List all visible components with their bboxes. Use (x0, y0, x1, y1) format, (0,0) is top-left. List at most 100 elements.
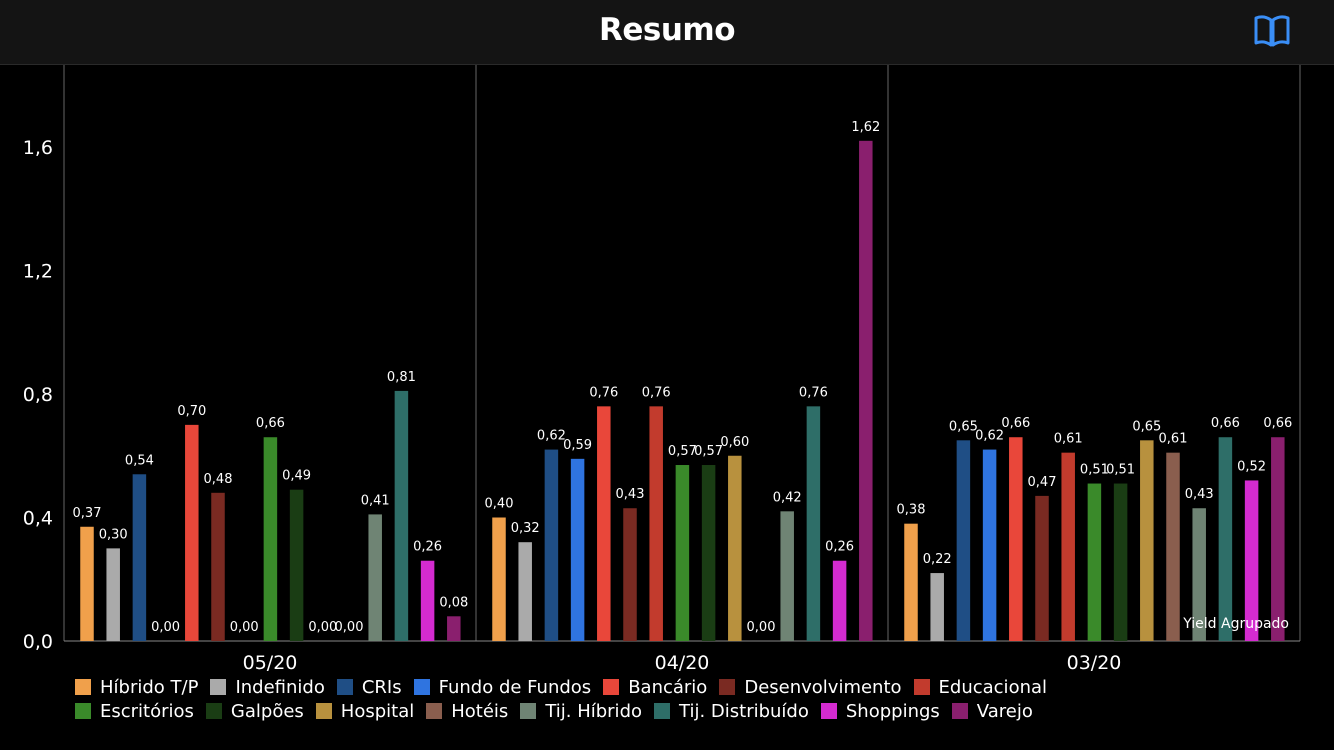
y-tick-label: 0,0 (23, 631, 53, 653)
bar (1192, 508, 1206, 641)
bar (80, 526, 94, 641)
bar (1166, 452, 1180, 641)
bar-value-label: 0,59 (563, 438, 592, 453)
chart-annotation: Yield Agrupado (1182, 616, 1289, 632)
bar (570, 458, 585, 641)
bar (930, 573, 944, 641)
bar (368, 514, 382, 641)
bar-value-label: 0,22 (923, 552, 952, 567)
bar (1113, 483, 1128, 641)
bar (982, 449, 997, 641)
legend-label: Shoppings (845, 700, 940, 722)
legend-item[interactable]: Hotéis (426, 701, 508, 722)
legend-label: Galpões (230, 700, 304, 722)
y-tick-label: 1,6 (23, 137, 53, 159)
legend-item[interactable]: Híbrido T/P (75, 677, 198, 698)
legend-row: Híbrido T/P Indefinido CRIs Fundo de Fundos… (75, 675, 1295, 699)
bar-value-label: 0,51 (1106, 463, 1135, 478)
bar-value-label: 0,00 (151, 620, 180, 635)
legend-label: Híbrido T/P (100, 676, 199, 698)
bar-value-label: 0,65 (1132, 419, 1161, 434)
legend-swatch (336, 679, 353, 695)
bar-value-label: 0,61 (1054, 432, 1083, 447)
legend-item[interactable]: Tij. Distribuído (654, 701, 809, 722)
bar-value-label: 0,54 (125, 453, 154, 468)
bar (420, 560, 435, 641)
legend-item[interactable]: CRIs (336, 677, 402, 698)
legend-swatch (719, 679, 736, 695)
y-tick-label: 1,2 (23, 261, 53, 283)
bar-value-label: 0,76 (799, 385, 828, 400)
bar-value-label: 0,30 (99, 527, 128, 542)
legend-item[interactable]: Escritórios (75, 701, 194, 722)
bar-value-label: 0,62 (537, 429, 566, 444)
bar-value-label: 0,51 (1080, 463, 1109, 478)
bar (780, 511, 794, 641)
bar-value-label: 0,65 (949, 419, 978, 434)
bar (623, 508, 637, 641)
legend-swatch (951, 703, 968, 719)
book-open-icon[interactable] (1250, 12, 1294, 50)
bar (447, 616, 461, 641)
bar (211, 492, 225, 641)
legend-swatch (315, 703, 332, 719)
legend-row: Escritórios Galpões Hospital Hotéis Tij. Híb… (75, 699, 1295, 723)
bar (544, 449, 559, 641)
x-category-label: 03/20 (1067, 652, 1122, 674)
bar-value-label: 0,43 (1185, 487, 1214, 502)
bar-value-label: 0,61 (1159, 432, 1188, 447)
legend-item[interactable]: Galpões (205, 700, 304, 722)
legend-item[interactable]: Bancário (603, 677, 707, 698)
bar-value-label: 0,81 (387, 370, 416, 385)
legend-item[interactable]: Hospital (315, 701, 414, 722)
bar (1244, 480, 1259, 641)
bar (956, 440, 971, 641)
bar (394, 390, 409, 641)
bar (1009, 437, 1023, 641)
legend-item[interactable]: Varejo (951, 701, 1033, 722)
bar (649, 406, 663, 641)
bar (1271, 437, 1285, 641)
legend-swatch (210, 679, 227, 695)
bar (263, 437, 278, 641)
legend-item[interactable]: Shoppings (820, 700, 940, 722)
legend-label: Escritórios (100, 700, 194, 722)
bar-value-label: 1,62 (851, 120, 880, 135)
bar (1087, 483, 1102, 641)
legend-item[interactable]: Desenvolvimento (719, 677, 902, 698)
chart-legend: Híbrido T/P Indefinido CRIs Fundo de Fundos… (75, 675, 1295, 723)
legend-swatch (913, 679, 930, 695)
bar-value-label: 0,76 (589, 385, 618, 400)
bar-value-label: 0,52 (1237, 459, 1266, 474)
bar-value-label: 0,32 (511, 521, 540, 536)
legend-item[interactable]: Fundo de Fundos (413, 677, 591, 698)
bar-value-label: 0,76 (642, 385, 671, 400)
legend-item[interactable]: Educacional (913, 677, 1047, 698)
bar (492, 517, 506, 641)
bar (185, 424, 199, 641)
bar (904, 523, 918, 641)
bar (106, 548, 120, 641)
bar-value-label: 0,38 (897, 503, 926, 518)
bar-value-label: 0,47 (1028, 475, 1057, 490)
bar-value-label: 0,26 (413, 540, 442, 555)
bar-value-label: 0,00 (335, 620, 364, 635)
legend-swatch (603, 679, 620, 695)
bar (806, 406, 821, 641)
bar-value-label: 0,41 (361, 493, 390, 508)
bar (675, 465, 690, 641)
bar-value-label: 0,57 (668, 444, 697, 459)
bar-value-label: 0,40 (485, 497, 514, 512)
legend-swatch (205, 703, 222, 719)
bar-value-label: 0,48 (204, 472, 233, 487)
page-title: Resumo (598, 12, 736, 48)
bar-value-label: 0,66 (1263, 416, 1292, 431)
bar (518, 542, 532, 641)
legend-item[interactable]: Indefinido (210, 677, 325, 698)
legend-label: Tij. Distribuído (679, 700, 809, 722)
y-tick-label: 0,4 (23, 508, 53, 530)
bar-value-label: 0,70 (177, 404, 206, 419)
legend-swatch (75, 703, 91, 719)
legend-item[interactable]: Tij. Híbrido (520, 701, 642, 722)
bar-value-label: 0,26 (825, 540, 854, 555)
